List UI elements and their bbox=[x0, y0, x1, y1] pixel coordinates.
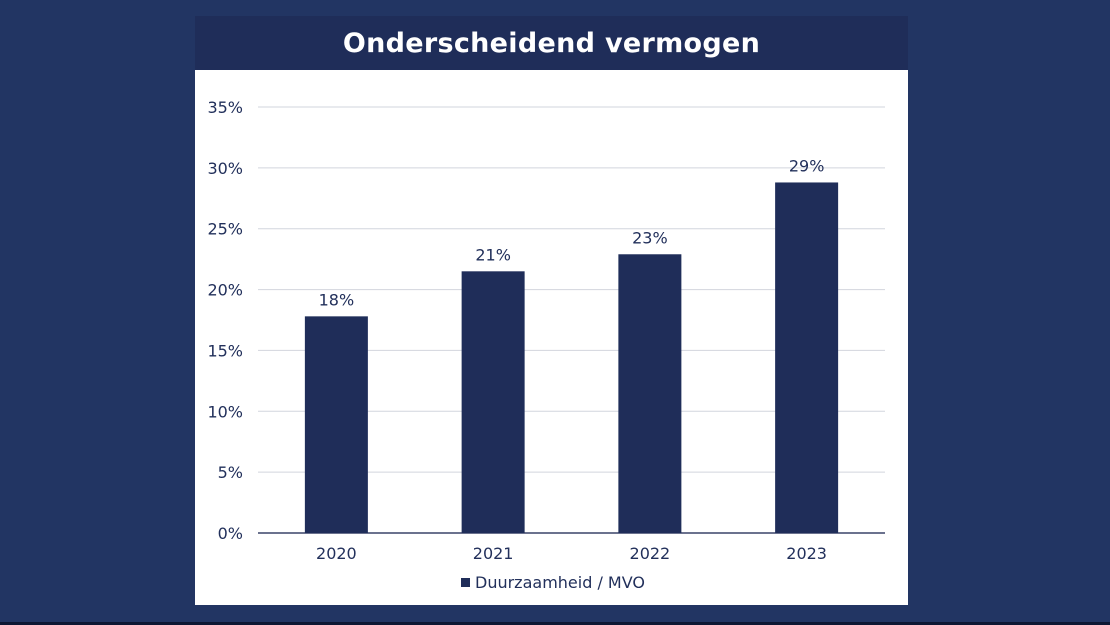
bar-chart: 0% 5% 10% 15% 20% 25% 30% 35% 18% 2020 21% 2021 23% 2… bbox=[207, 98, 885, 592]
bar bbox=[304, 316, 368, 533]
x-tick-label: 2021 bbox=[473, 544, 514, 563]
bottom-border bbox=[0, 622, 1110, 625]
legend-swatch bbox=[461, 578, 470, 587]
bar bbox=[461, 271, 525, 533]
title-bar: Onderscheidend vermogen bbox=[195, 16, 908, 70]
bar bbox=[775, 182, 839, 533]
data-label: 23% bbox=[632, 228, 668, 247]
chart-title: Onderscheidend vermogen bbox=[342, 27, 761, 59]
data-label: 29% bbox=[789, 156, 825, 175]
y-tick-label: 0% bbox=[218, 524, 243, 543]
chart-panel: Onderscheidend vermogen 0% 5% 10% 15% 20% 25%… bbox=[195, 16, 908, 605]
bar bbox=[618, 254, 682, 533]
y-tick-label: 10% bbox=[207, 402, 243, 421]
legend-label: Duurzaamheid / MVO bbox=[475, 573, 645, 592]
y-tick-label: 30% bbox=[207, 159, 243, 178]
data-label: 21% bbox=[475, 245, 511, 264]
y-tick-label: 25% bbox=[207, 220, 243, 239]
y-tick-label: 5% bbox=[218, 463, 243, 482]
y-tick-label: 15% bbox=[207, 341, 243, 360]
data-label: 18% bbox=[319, 290, 355, 309]
x-tick-label: 2023 bbox=[786, 544, 827, 563]
y-tick-label: 20% bbox=[207, 281, 243, 300]
y-tick-label: 35% bbox=[207, 98, 243, 117]
x-tick-label: 2022 bbox=[630, 544, 671, 563]
x-tick-label: 2020 bbox=[316, 544, 357, 563]
